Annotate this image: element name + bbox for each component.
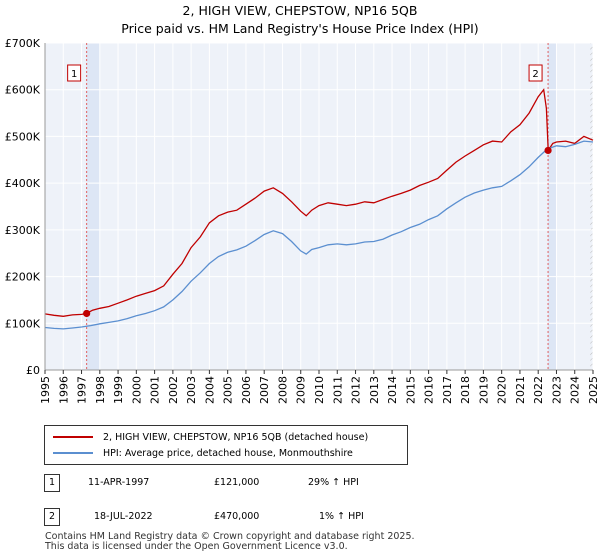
x-tick-label: 2020 [496,376,509,404]
x-tick-label: 2004 [203,376,216,404]
x-tick-label: 1996 [57,376,70,404]
x-tick-label: 2002 [167,376,180,404]
legend-item-hpi: HPI: Average price, detached house, Monm… [53,446,353,460]
transaction-marker: 2 [44,508,60,526]
sale-point [544,146,552,155]
x-tick-label: 2012 [350,376,363,404]
x-tick-label: 2007 [258,376,271,404]
x-tick-label: 2009 [295,376,308,404]
price-chart: 1 2 £0 £100K £200K £300K £400K £500K £600K £700K 1… [5,37,600,404]
x-tick-label: 2003 [185,376,198,404]
x-tick-label: 2010 [313,376,326,404]
annotation-label: 1 [71,69,77,80]
legend-item-property: 2, HIGH VIEW, CHEPSTOW, NP16 5QB (detach… [53,430,368,444]
future-hatch [590,43,593,370]
footer: Contains HM Land Registry data © Crown c… [45,532,415,552]
x-tick-label: 2006 [240,376,253,404]
x-tick-label: 2011 [331,376,344,404]
x-tick-label: 2001 [149,376,162,404]
y-tick-label: £500K [5,130,41,143]
transaction-price: £470,000 [214,511,260,522]
x-tick-label: 2000 [130,376,143,404]
footer-licence: This data is licensed under the Open Gov… [45,541,348,552]
y-tick-label: £600K [5,84,41,97]
annotation-label: 2 [532,69,538,80]
property-price-line [44,88,594,317]
transaction-price: £121,000 [214,477,260,488]
x-tick-label: 1997 [76,376,89,404]
x-tick-label: 2017 [441,376,454,404]
annotation-box [67,64,82,82]
x-tick-label: 2023 [550,376,563,404]
hpi-line [44,140,594,330]
y-tick-label: £400K [5,177,41,190]
x-tick-label: 2025 [587,376,600,404]
y-tick-label: £0 [26,364,40,377]
x-tick-label: 2013 [368,376,381,404]
highlight-band [86,43,100,370]
legend-label-hpi: HPI: Average price, detached house, Monm… [103,447,353,459]
annotation-box [528,64,543,82]
footer-copyright: Contains HM Land Registry data © Crown c… [45,531,415,542]
legend-swatch-hpi [53,452,93,454]
chart-title: 2, HIGH VIEW, CHEPSTOW, NP16 5QB [182,3,418,18]
x-tick-label: 2019 [477,376,490,404]
x-tick-label: 2021 [514,376,527,404]
transaction-date: 18-JUL-2022 [94,511,153,522]
x-tick-label: 2018 [459,376,472,404]
x-tick-label: 1995 [39,376,52,404]
x-tick-label: 2016 [423,376,436,404]
transaction-hpi-change: 1% ↑ HPI [319,511,364,522]
x-tick-label: 2022 [532,376,545,404]
y-tick-label: £200K [5,271,41,284]
transaction-date: 11-APR-1997 [88,477,150,488]
y-tick-label: £700K [5,37,41,50]
transaction-marker: 1 [44,474,60,492]
transaction-hpi-change: 29% ↑ HPI [308,477,359,488]
sale-point [83,309,91,318]
x-tick-label: 1999 [112,376,125,404]
x-tick-label: 2008 [276,376,289,404]
x-tick-label: 2005 [222,376,235,404]
y-tick-label: £100K [5,317,41,330]
x-tick-label: 2014 [386,376,399,404]
highlight-band [548,43,557,370]
chart-subtitle: Price paid vs. HM Land Registry's House … [121,21,479,36]
legend: 2, HIGH VIEW, CHEPSTOW, NP16 5QB (detach… [44,425,408,465]
x-tick-label: 2024 [569,376,582,404]
x-tick-label: 2015 [404,376,417,404]
y-tick-label: £300K [5,224,41,237]
x-tick-label: 1998 [94,376,107,404]
legend-swatch-property [53,436,93,438]
legend-label-property: 2, HIGH VIEW, CHEPSTOW, NP16 5QB (detach… [103,431,369,443]
